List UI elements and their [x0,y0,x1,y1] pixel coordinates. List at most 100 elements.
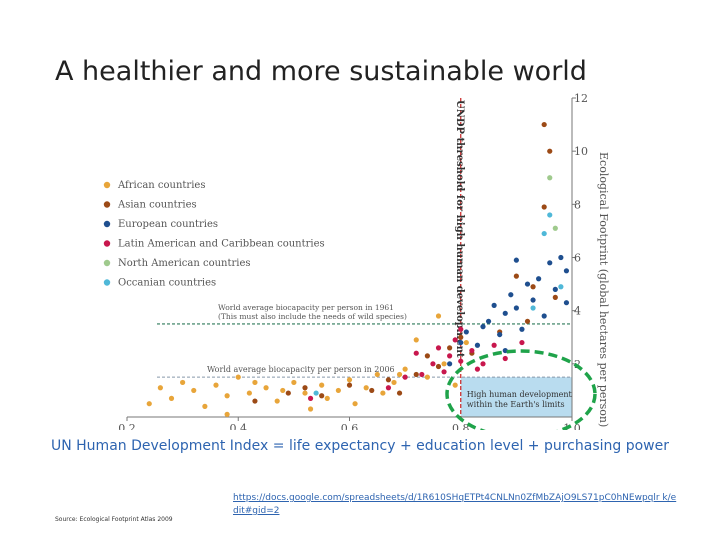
data-point-european [524,281,531,287]
legend-label-north-american: North American countries [118,258,251,269]
data-point-latin [307,395,314,401]
data-point-european [508,292,514,298]
legend-label-latin: Latin American and Caribbean countries [118,239,325,250]
data-point-european [536,276,542,282]
data-point-african [363,385,369,391]
data-point-latin [413,350,419,356]
data-point-latin [385,385,392,391]
data-point-african [168,395,175,401]
y-tick-label: 4 [574,305,581,318]
data-point-european [513,257,519,263]
data-point-african [302,390,308,396]
data-point-african [335,387,341,394]
data-point-african [319,382,325,388]
limits-quadrant [460,377,572,417]
data-point-african [263,385,269,391]
legend-label-asian: Asian countries [117,200,197,211]
y-axis-label: Ecological Footprint (global hectares pe… [597,152,610,427]
legend-marker-asian [103,201,111,208]
legend-marker-african [103,181,111,189]
data-point-latin [430,361,436,367]
data-point-european [541,313,547,319]
data-point-african [441,361,447,367]
data-point-european [480,324,486,330]
data-point-european [502,347,508,354]
data-point-asian [385,377,392,383]
data-point-european [458,339,464,346]
data-point-asian [302,385,308,391]
data-point-asian [547,148,553,154]
data-point-european [485,318,492,324]
data-point-african [424,374,430,380]
data-point-european [447,361,453,367]
data-point-european [519,326,525,332]
x-tick-label: 1.0 [563,422,581,430]
data-point-north-american [547,175,553,181]
data-point-african [374,371,380,378]
data-point-oceanian [541,230,547,237]
data-point-latin [419,371,425,378]
data-point-european [552,286,558,292]
ref-label-1961: World average biocapacity per person in … [218,303,394,312]
spreadsheet-link[interactable]: https://docs.google.com/spreadsheets/d/1… [233,493,677,516]
data-point-african [380,390,386,396]
data-point-asian [447,345,453,351]
data-point-european [513,305,519,311]
data-point-latin [480,361,486,367]
data-point-asian [346,382,353,388]
data-point-latin [447,353,453,359]
data-point-african [452,382,458,388]
data-point-oceanian [530,305,536,311]
data-point-latin [474,366,481,372]
data-point-african [146,401,152,407]
x-tick-label: 0.2 [118,422,136,430]
legend-marker-oceanian [103,279,111,286]
data-point-asian [458,334,464,340]
threshold-label: UNDP threshold for high human developmen… [454,100,465,358]
legend-marker-european [103,220,111,228]
data-point-asian [424,353,430,359]
highlight-circle [445,349,597,430]
quadrant-label-line1: High human development [467,390,573,399]
data-point-african [352,401,358,407]
data-point-african [252,379,258,386]
data-point-european [463,329,469,335]
data-point-african [291,379,297,386]
data-point-european [530,297,536,303]
data-point-african [202,403,208,409]
data-point-european [558,254,564,261]
y-tick-label: 12 [574,92,588,105]
data-point-asian [252,398,258,404]
y-tick-label: 8 [574,198,581,211]
data-point-african [402,366,408,372]
source-note: Source: Ecological Footprint Atlas 2009 [55,516,173,523]
data-point-african [191,387,197,394]
legend-marker-latin [103,240,111,247]
data-point-asian [413,371,419,378]
ref-label-2006: World average biocapacity per person in … [207,365,395,374]
ref-sublabel-1961: (This must also include the needs of wil… [218,312,407,321]
data-point-latin [491,342,497,348]
data-point-european [547,260,553,266]
legend-label-oceanian: Occanian countries [118,278,216,289]
data-point-latin [402,374,408,380]
data-point-african [346,377,353,383]
x-tick-label: 0.4 [230,422,248,430]
data-point-asian [396,390,403,396]
data-point-african [224,393,230,399]
data-point-european [502,310,508,316]
data-point-latin [435,345,442,351]
data-point-latin [458,326,464,332]
data-point-european [563,268,570,274]
data-point-african [246,390,252,396]
data-point-asian [524,318,531,324]
data-point-latin [458,358,464,364]
data-point-asian [369,387,375,394]
data-point-african [435,313,442,319]
legend-marker-north-american [103,259,111,267]
data-point-latin [441,369,447,375]
data-point-african [180,379,186,386]
data-point-african [280,387,286,394]
data-point-african [274,398,280,404]
